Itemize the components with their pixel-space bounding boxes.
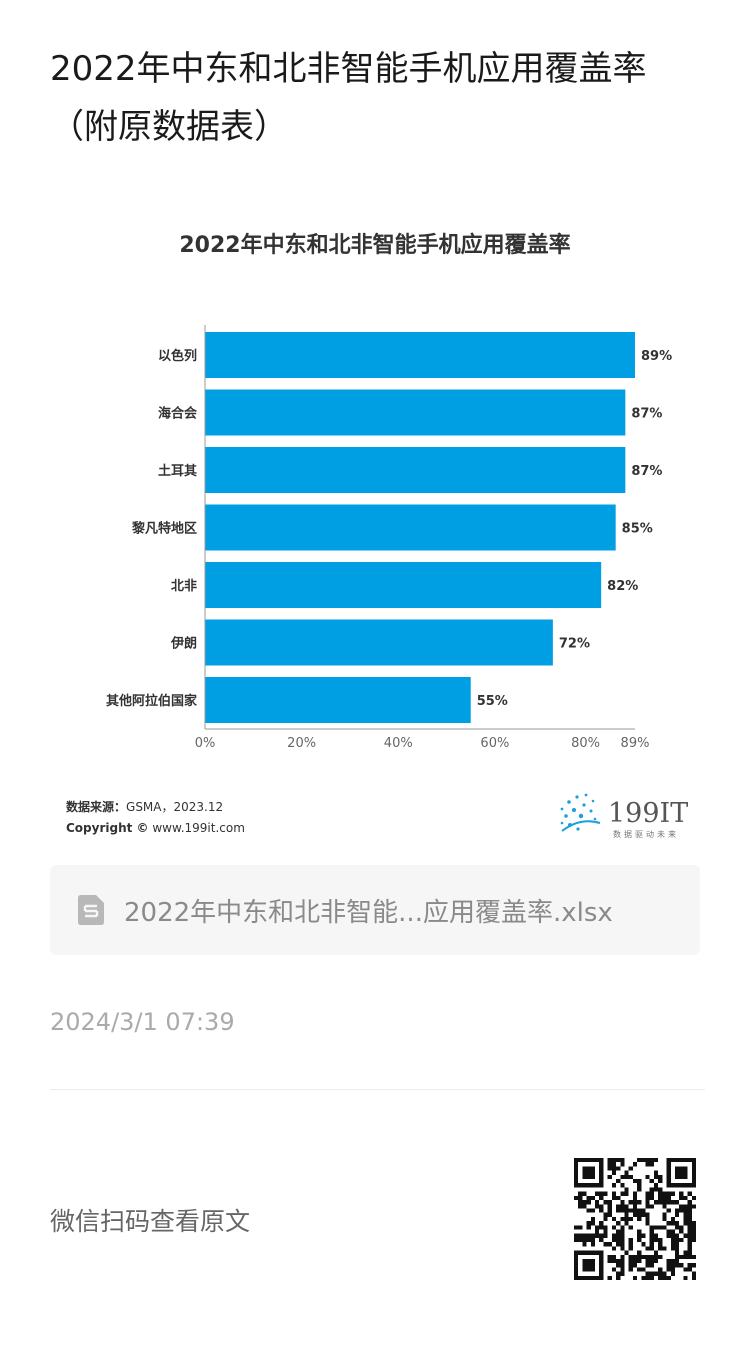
- article-title: 2022年中东和北非智能手机应用覆盖率（附原数据表）: [50, 49, 647, 147]
- category-label-4: 北非: [171, 578, 197, 594]
- value-label-1: 87%: [631, 407, 662, 422]
- copyright-label: Copyright ©: [66, 821, 149, 835]
- source-text: GSMA，2023.12: [126, 800, 223, 814]
- source-label: 数据来源：GSMA，2023.12: [66, 799, 223, 814]
- category-label-5: 伊朗: [170, 636, 197, 652]
- copyright-text: www.199it.com: [149, 821, 245, 835]
- category-label-3: 黎凡特地区: [132, 521, 197, 537]
- logo-text: 199IT: [608, 798, 688, 829]
- publish-timestamp: 2024/3/1 07:39: [50, 1008, 235, 1036]
- attachment-file-name: 2022年中东和北非智能...应用覆盖率.xlsx: [124, 897, 613, 928]
- source-label-text: 数据来源：: [66, 799, 126, 814]
- bar-1: [205, 389, 626, 436]
- logo-tagline: 数据驱动未来: [613, 829, 679, 839]
- category-label-0: 以色列: [158, 348, 197, 364]
- x-tick-label-1: 20%: [287, 736, 316, 751]
- bar-2: [205, 447, 626, 493]
- value-label-4: 82%: [607, 579, 638, 594]
- bar-5: [205, 619, 553, 666]
- value-label-3: 85%: [622, 522, 653, 537]
- value-label-5: 72%: [559, 637, 590, 652]
- category-label-2: 土耳其: [158, 463, 197, 479]
- x-tick-label-2: 40%: [384, 736, 413, 751]
- bar-4: [205, 562, 602, 608]
- bar-6: [205, 677, 471, 723]
- chart-image: 2022年中东和北非智能手机应用覆盖率 以色列海合会土耳其黎凡特地区北非伊朗其他…: [50, 205, 700, 845]
- attachment-file[interactable]: 2022年中东和北非智能...应用覆盖率.xlsx: [50, 865, 700, 955]
- x-tick-label-3: 60%: [480, 736, 509, 751]
- qr-code-icon[interactable]: [574, 1158, 696, 1280]
- dandelion-logo-icon: [560, 793, 601, 832]
- x-tick-label-0: 0%: [195, 736, 216, 751]
- x-tick-label-4: 80%: [571, 736, 600, 751]
- value-label-2: 87%: [631, 464, 662, 479]
- bar-3: [205, 504, 616, 551]
- bar-chart: 2022年中东和北非智能手机应用覆盖率 以色列海合会土耳其黎凡特地区北非伊朗其他…: [66, 232, 688, 839]
- value-label-0: 89%: [641, 349, 672, 364]
- qr-scan-hint: 微信扫码查看原文: [50, 1207, 251, 1236]
- spreadsheet-file-icon: [78, 895, 104, 925]
- bar-0: [205, 332, 635, 378]
- value-label-6: 55%: [477, 694, 508, 709]
- category-label-1: 海合会: [158, 406, 198, 422]
- copyright-line: Copyright © www.199it.com: [66, 821, 245, 835]
- brand-logo: 199IT 数据驱动未来: [560, 793, 688, 839]
- divider: [50, 1089, 705, 1090]
- category-label-6: 其他阿拉伯国家: [106, 693, 198, 709]
- chart-title: 2022年中东和北非智能手机应用覆盖率: [179, 232, 570, 258]
- x-tick-label-5: 89%: [621, 736, 650, 751]
